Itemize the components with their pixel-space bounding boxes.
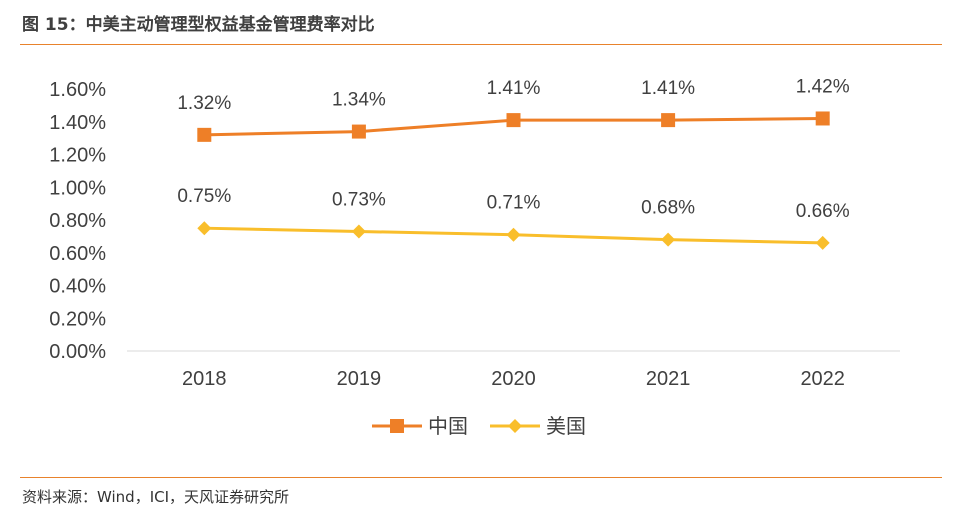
data-label: 1.41%: [641, 78, 695, 99]
y-tick-label: 0.40%: [49, 276, 106, 298]
data-point: [815, 235, 830, 250]
legend-item: 美国: [490, 414, 586, 438]
data-point: [661, 113, 676, 128]
y-tick-label: 1.40%: [49, 112, 106, 134]
y-tick-label: 0.20%: [49, 308, 106, 330]
data-point: [506, 227, 521, 242]
series-square: 1.32% 1.34% 1.41% 1.41% 1.42%: [177, 76, 850, 142]
data-point: [351, 124, 366, 139]
legend-label: 美国: [546, 414, 586, 438]
y-tick-label: 1.00%: [49, 177, 106, 199]
data-label: 1.41%: [487, 78, 541, 99]
data-point: [506, 113, 521, 128]
data-label: 0.68%: [641, 198, 695, 219]
data-label: 1.34%: [332, 90, 386, 111]
x-tick-label: 2021: [646, 368, 691, 390]
x-axis: 2018 2019 2020 2021 2022: [182, 368, 845, 390]
x-tick-label: 2022: [800, 368, 845, 390]
data-label: 1.32%: [177, 93, 231, 114]
data-point: [815, 111, 830, 126]
y-tick-label: 0.60%: [49, 243, 106, 265]
source-divider: [20, 477, 942, 478]
data-label: 0.75%: [177, 186, 231, 207]
legend-marker: [508, 419, 522, 433]
y-tick-label: 0.80%: [49, 210, 106, 232]
data-point: [661, 232, 676, 247]
series-diamond: 0.75% 0.73% 0.71% 0.68% 0.66%: [177, 186, 850, 250]
legend-item: 中国: [372, 414, 468, 438]
data-point: [197, 221, 212, 236]
data-label: 0.71%: [487, 193, 541, 214]
line-chart: 0.00% 0.20% 0.40% 0.60% 0.80% 1.00% 1.20% 1.40%…: [49, 76, 900, 438]
data-label: 1.42%: [796, 76, 850, 97]
figure-title: 图 15：中美主动管理型权益基金管理费率对比: [22, 15, 375, 35]
legend-marker: [390, 419, 404, 433]
data-label: 0.66%: [796, 201, 850, 222]
x-tick-label: 2019: [337, 368, 382, 390]
legend: 中国 美国: [372, 414, 586, 438]
y-tick-label: 0.00%: [49, 341, 106, 363]
x-tick-label: 2018: [182, 368, 227, 390]
series-layer: 1.32% 1.34% 1.41% 1.41% 1.42% 0.75% 0.73% 0.71%…: [177, 76, 850, 250]
y-tick-label: 1.20%: [49, 145, 106, 167]
x-tick-label: 2020: [491, 368, 536, 390]
source-note: 资料来源：Wind，ICI，天风证券研究所: [22, 488, 290, 506]
y-axis: 0.00% 0.20% 0.40% 0.60% 0.80% 1.00% 1.20% 1.40%…: [49, 79, 106, 363]
legend-label: 中国: [428, 414, 468, 438]
data-point: [197, 127, 212, 142]
data-label: 0.73%: [332, 189, 386, 210]
y-tick-label: 1.60%: [49, 79, 106, 101]
title-divider: [20, 44, 942, 45]
data-point: [351, 224, 366, 239]
